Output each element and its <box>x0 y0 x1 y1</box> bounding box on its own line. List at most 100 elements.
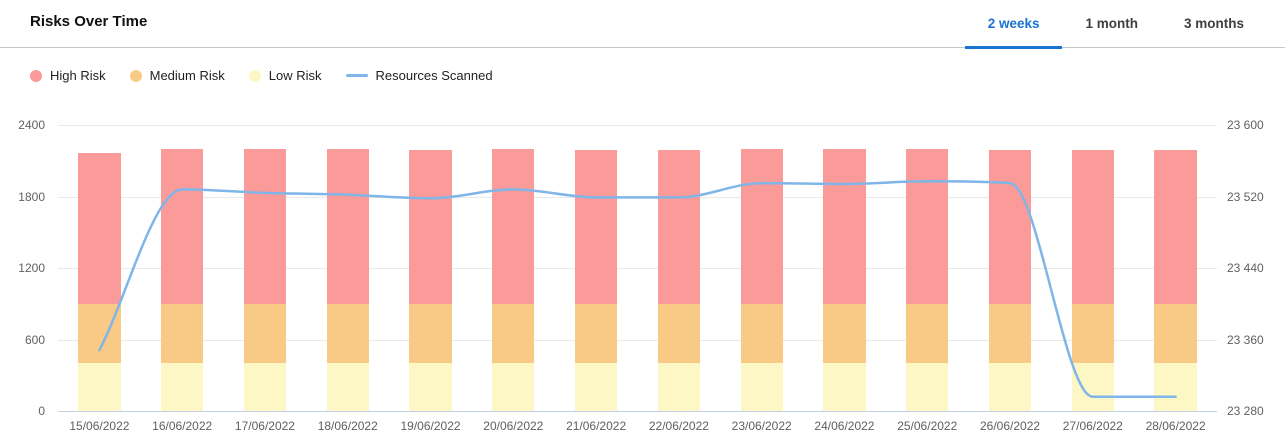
bar-segment-low-risk <box>906 363 949 411</box>
bar-segment-medium-risk <box>492 303 535 364</box>
x-axis-label: 24/06/2022 <box>814 419 875 433</box>
gridline <box>58 125 1217 126</box>
legend-label: Low Risk <box>268 68 322 83</box>
bar-segment-low-risk <box>1154 363 1197 411</box>
bar-segment-medium-risk <box>243 303 287 364</box>
y-tick-right: 23 360 <box>1227 332 1264 347</box>
stacked-bar[interactable] <box>161 148 204 411</box>
y-tick-right: 23 520 <box>1227 189 1264 204</box>
bar-segment-high-risk <box>823 149 866 304</box>
bar-segment-low-risk <box>161 363 204 411</box>
x-axis-label: 26/06/2022 <box>980 419 1041 433</box>
y-tick-left: 1800 <box>18 189 45 204</box>
high-risk-dot-icon <box>30 69 42 82</box>
bar-segment-medium-risk <box>1071 303 1114 364</box>
chart-legend: High Risk Medium Risk Low Risk Resources… <box>30 68 493 83</box>
stacked-bar[interactable] <box>78 153 121 411</box>
tab-2-weeks[interactable]: 2 weeks <box>964 0 1063 49</box>
bar-segment-high-risk <box>1071 150 1114 304</box>
x-axis-label: 21/06/2022 <box>566 419 627 433</box>
bar-segment-low-risk <box>78 363 121 411</box>
stacked-bar[interactable] <box>988 150 1032 411</box>
bar-segment-low-risk <box>823 363 866 411</box>
bar-segment-medium-risk <box>574 303 618 364</box>
bar-segment-high-risk <box>409 150 452 304</box>
bar-segment-medium-risk <box>161 303 204 364</box>
tab-1-month[interactable]: 1 month <box>1062 0 1161 49</box>
bar-segment-high-risk <box>161 148 204 304</box>
bar-segment-low-risk <box>492 363 535 411</box>
bar-segment-low-risk <box>657 363 700 411</box>
resources-line-icon <box>345 74 368 77</box>
y-tick-right: 23 280 <box>1227 404 1264 418</box>
stacked-bar[interactable] <box>657 150 700 411</box>
x-axis-label: 19/06/2022 <box>400 419 461 433</box>
x-axis-baseline <box>58 411 1217 412</box>
bar-segment-low-risk <box>740 363 783 411</box>
y-tick-left: 0 <box>38 404 45 418</box>
bar-segment-medium-risk <box>988 303 1032 364</box>
stacked-bar[interactable] <box>326 149 369 411</box>
x-axis: 15/06/2022 16/06/2022 17/06/2022 18/06/2022… <box>58 419 1217 435</box>
legend-item-resources-scanned[interactable]: Resources Scanned <box>345 68 493 83</box>
bar-segment-low-risk <box>1071 363 1114 411</box>
y-tick-left: 1200 <box>18 261 45 275</box>
bar-segment-high-risk <box>243 149 287 304</box>
legend-item-low-risk[interactable]: Low Risk <box>248 68 322 83</box>
legend-item-high-risk[interactable]: High Risk <box>30 68 106 83</box>
y-tick-right: 23 440 <box>1227 261 1264 275</box>
right-y-axis: 23 600 23 520 23 440 23 360 23 280 <box>1227 118 1283 418</box>
time-range-tabs: 2 weeks 1 month 3 months <box>964 0 1267 49</box>
bar-segment-low-risk <box>574 363 618 411</box>
bar-segment-medium-risk <box>657 303 700 364</box>
bar-segment-medium-risk <box>906 303 949 364</box>
x-axis-label: 25/06/2022 <box>897 419 958 433</box>
legend-label: Medium Risk <box>149 68 225 83</box>
legend-item-medium-risk[interactable]: Medium Risk <box>129 68 225 83</box>
bar-segment-high-risk <box>740 149 783 304</box>
card-header: Risks Over Time 2 weeks 1 month 3 months <box>0 0 1285 49</box>
bar-segment-medium-risk <box>78 303 121 364</box>
x-axis-label: 15/06/2022 <box>69 419 130 433</box>
resources-scanned-line <box>98 180 1177 398</box>
x-axis-label: 22/06/2022 <box>648 419 709 433</box>
bar-segment-low-risk <box>243 363 287 411</box>
bar-segment-medium-risk <box>740 303 783 364</box>
gridline <box>58 268 1217 269</box>
stacked-bar[interactable] <box>823 149 866 411</box>
stacked-bar[interactable] <box>740 149 783 411</box>
legend-label: Resources Scanned <box>375 68 493 83</box>
x-axis-label: 23/06/2022 <box>731 419 792 433</box>
x-axis-label: 18/06/2022 <box>317 419 378 433</box>
bar-segment-high-risk <box>657 150 700 304</box>
x-axis-label: 27/06/2022 <box>1062 419 1123 433</box>
stacked-bar[interactable] <box>906 149 949 411</box>
bar-segment-medium-risk <box>1154 303 1197 364</box>
stacked-bar[interactable] <box>409 150 452 411</box>
bar-segment-high-risk <box>574 150 618 304</box>
stacked-bar[interactable] <box>492 149 535 411</box>
page-title: Risks Over Time <box>30 13 148 30</box>
gridline <box>58 339 1217 341</box>
bar-segment-low-risk <box>326 363 369 411</box>
x-axis-label: 17/06/2022 <box>234 419 295 433</box>
stacked-bar[interactable] <box>1071 150 1114 411</box>
bar-segment-high-risk <box>326 149 369 304</box>
bar-segment-high-risk <box>988 150 1032 304</box>
bar-segment-low-risk <box>409 363 452 411</box>
stacked-bar[interactable] <box>1154 150 1197 411</box>
tab-3-months[interactable]: 3 months <box>1161 0 1267 49</box>
bar-segment-high-risk <box>492 149 535 304</box>
bar-segment-medium-risk <box>409 303 452 364</box>
stacked-bar[interactable] <box>574 150 618 411</box>
plot-area <box>58 125 1217 412</box>
y-tick-right: 23 600 <box>1227 118 1264 132</box>
low-risk-dot-icon <box>248 69 261 82</box>
bar-segment-low-risk <box>988 363 1032 411</box>
bar-segment-high-risk <box>906 149 949 304</box>
x-axis-label: 20/06/2022 <box>483 419 544 433</box>
stacked-bar[interactable] <box>243 149 287 411</box>
y-tick-left: 600 <box>24 332 45 347</box>
y-tick-left: 2400 <box>18 118 45 132</box>
